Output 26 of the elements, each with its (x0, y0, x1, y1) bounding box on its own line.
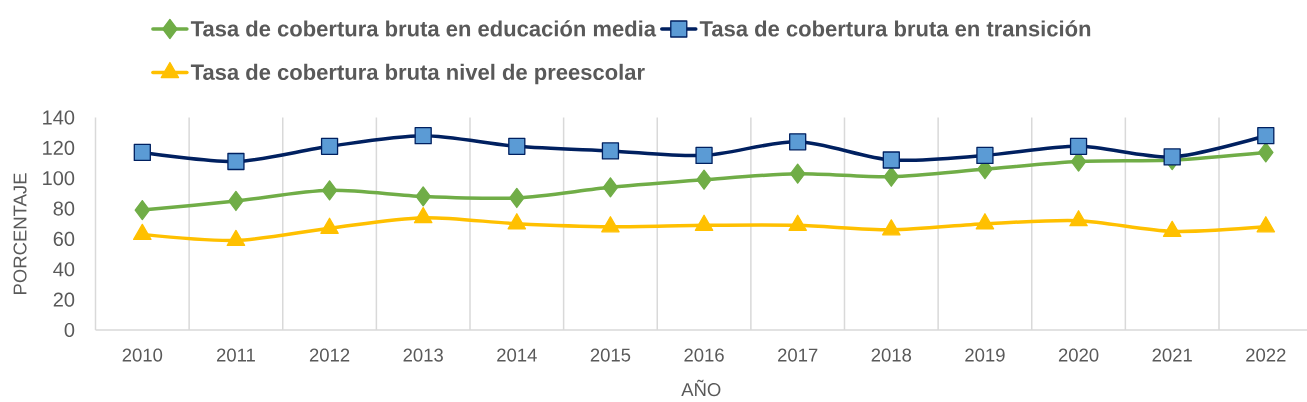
legend-label: Tasa de cobertura bruta en educación media (190, 20, 657, 37)
x-tick-label: 2020 (1058, 348, 1099, 362)
legend-label: Tasa de cobertura bruta nivel de preescolar (190, 63, 645, 85)
x-tick-label: 2014 (497, 348, 537, 362)
x-tick-label: 2021 (1152, 348, 1192, 362)
x-tick-label: 2018 (871, 348, 912, 362)
y-tick-label: 80 (53, 201, 75, 216)
x-tick-label: 2013 (403, 348, 443, 362)
x-tick-label: 2011 (216, 348, 255, 362)
x-tick-label: 2019 (965, 348, 1005, 362)
x-tick-label: 2022 (1246, 348, 1286, 362)
x-tick-label: 2016 (684, 348, 724, 362)
y-tick-label: 120 (43, 140, 75, 155)
legend-label: Tasa de cobertura bruta en transición (699, 20, 1091, 37)
y-tick-label: 0 (64, 322, 75, 338)
y-tick-label: 60 (53, 231, 75, 247)
y-tick-label: 140 (43, 110, 75, 125)
y-axis-title: PORCENTAJE (13, 173, 27, 294)
x-tick-label: 2012 (309, 348, 350, 362)
x-tick-label: 2010 (122, 348, 163, 362)
x-axis-title: AÑO (681, 379, 721, 397)
y-tick-label: 40 (53, 262, 75, 277)
x-tick-label: 2017 (778, 348, 818, 362)
y-tick-label: 20 (53, 292, 75, 307)
y-tick-label: 100 (43, 171, 75, 186)
x-tick-label: 2015 (590, 348, 631, 362)
